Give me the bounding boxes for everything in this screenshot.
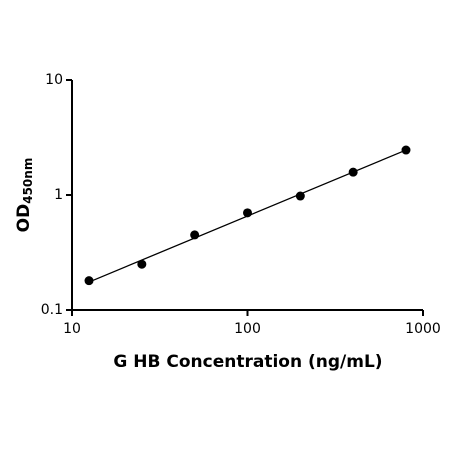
- data-point: [137, 259, 147, 269]
- data-point: [190, 230, 200, 240]
- y-tick-label: 0.1: [41, 302, 63, 318]
- y-label-main: OD: [14, 204, 34, 233]
- data-point: [348, 167, 358, 177]
- data-point: [295, 191, 305, 201]
- x-tick-label: 10: [63, 321, 81, 337]
- x-tick-label: 100: [234, 321, 261, 337]
- y-tick-label: 1: [54, 187, 63, 203]
- data-point: [401, 145, 411, 155]
- data-point: [243, 208, 252, 218]
- x-tick-label: 1000: [405, 321, 441, 337]
- y-label-sub: 450nm: [21, 158, 35, 204]
- y-axis-label: OD450nm: [14, 158, 35, 233]
- x-axis-label: G HB Concentration (ng/mL): [113, 352, 382, 372]
- y-tick-label: 10: [45, 72, 63, 88]
- data-point: [84, 276, 94, 286]
